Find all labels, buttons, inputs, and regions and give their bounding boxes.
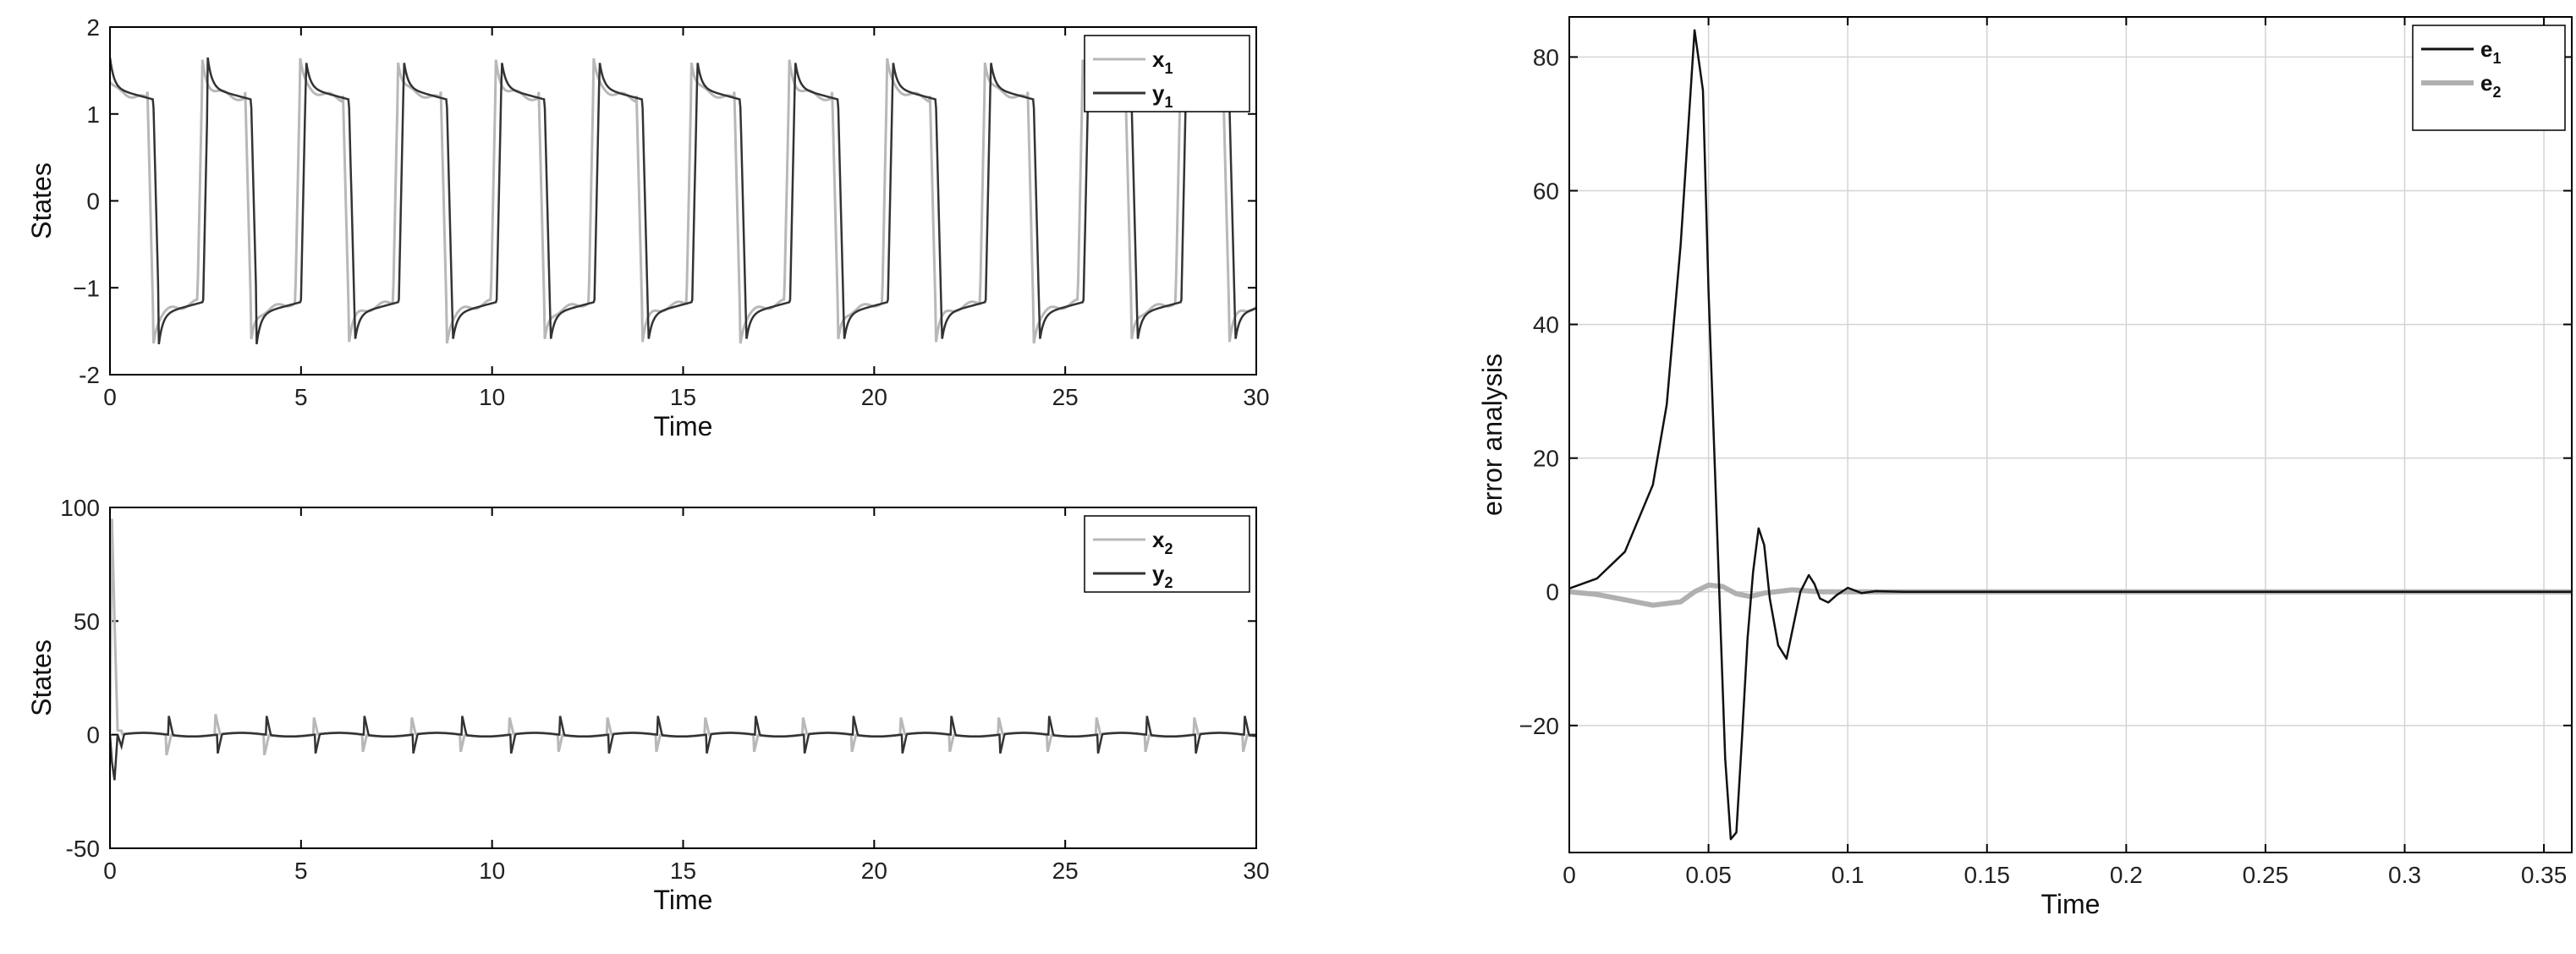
x-axis-label: Time xyxy=(654,411,713,441)
legend-entry: y1 xyxy=(1152,80,1173,111)
legend-series-name: x xyxy=(1152,47,1165,72)
x-tick-label: 0.35 xyxy=(2521,862,2568,888)
plot-panel-3: 0 0.05 0.1 0.15 0.2 0.25 0.3 0.35 −20 0 20 40 60 80 Ti… xyxy=(1477,16,2573,919)
y-tick-label: -50 xyxy=(66,836,100,862)
y-tick-label: −1 xyxy=(73,275,100,301)
legend-series-name: e xyxy=(2480,70,2492,96)
y-tick-label: 0 xyxy=(86,722,100,748)
y-axis-label: error analysis xyxy=(1477,354,1508,516)
plot-frame xyxy=(109,26,1257,376)
y-tick-label: −20 xyxy=(1519,713,1560,739)
x-tick-label: 0.3 xyxy=(2388,862,2421,888)
legend-series-name: x xyxy=(1152,527,1165,552)
y-tick-label: 60 xyxy=(1533,178,1559,205)
x-tick-label: 20 xyxy=(861,384,887,410)
y-axis-label: States xyxy=(26,639,57,716)
x-axis-label: Time xyxy=(2041,889,2101,919)
legend-entry: e1 xyxy=(2480,36,2501,67)
x-tick-label: 15 xyxy=(670,858,696,884)
series-line-y2 xyxy=(110,716,1256,781)
x-tick-label: 30 xyxy=(1243,858,1269,884)
y-tick-label: 40 xyxy=(1533,312,1559,338)
legend-series-subscript: 1 xyxy=(1164,94,1173,111)
x-tick-label: 15 xyxy=(670,384,696,410)
x-tick-label: 30 xyxy=(1243,384,1269,410)
x-tick-label: 0.25 xyxy=(2243,862,2289,888)
legend-series-subscript: 2 xyxy=(2492,84,2501,101)
x-tick-label: 25 xyxy=(1052,384,1079,410)
legend-entry: x2 xyxy=(1152,527,1173,557)
legend-series-subscript: 1 xyxy=(1164,60,1173,77)
x-tick-label: 0 xyxy=(103,858,117,884)
x-tick-label: 25 xyxy=(1052,858,1079,884)
x-tick-label: 5 xyxy=(294,384,308,410)
legend-series-subscript: 2 xyxy=(1164,574,1173,591)
x-tick-label: 20 xyxy=(861,858,887,884)
legend-series-subscript: 1 xyxy=(2492,50,2501,67)
legend-series-name: y xyxy=(1152,561,1165,586)
y-tick-label: 20 xyxy=(1533,446,1559,472)
x-tick-label: 10 xyxy=(479,384,505,410)
legend-entry: x1 xyxy=(1152,47,1173,77)
legend-series-subscript: 2 xyxy=(1164,540,1173,557)
legend-entry: y2 xyxy=(1152,561,1173,591)
y-tick-label: -2 xyxy=(79,362,100,388)
x-tick-label: 0.15 xyxy=(1964,862,2011,888)
legend-series-name: y xyxy=(1152,80,1165,106)
series-line-e1 xyxy=(1569,29,2572,841)
legend-series-name: e xyxy=(2480,36,2492,62)
y-tick-label: 0 xyxy=(1546,579,1559,606)
series-line-e2 xyxy=(1569,582,2572,608)
x-tick-label: 0 xyxy=(103,384,117,410)
plot-frame xyxy=(109,507,1257,849)
y-tick-label: 50 xyxy=(74,608,100,634)
x-tick-label: 10 xyxy=(479,858,505,884)
y-tick-label: 1 xyxy=(86,101,100,128)
x-tick-label: 5 xyxy=(294,858,308,884)
y-axis-label: States xyxy=(26,162,57,239)
y-tick-label: 80 xyxy=(1533,44,1559,70)
x-tick-label: 0.1 xyxy=(1832,862,1865,888)
series-line-y1 xyxy=(110,57,1256,345)
legend-box xyxy=(1084,35,1250,112)
legend-box xyxy=(2412,25,2566,131)
legend-box xyxy=(1084,515,1250,593)
plot-frame xyxy=(1568,16,2573,853)
x-tick-label: 0.05 xyxy=(1685,862,1732,888)
y-tick-label: 100 xyxy=(60,495,100,521)
legend-entry: e2 xyxy=(2480,70,2501,101)
y-tick-label: 0 xyxy=(86,189,100,215)
y-tick-label: 2 xyxy=(86,14,100,41)
x-tick-label: 0.2 xyxy=(2110,862,2143,888)
x-axis-label: Time xyxy=(654,885,713,915)
x-tick-label: 0 xyxy=(1563,862,1576,888)
